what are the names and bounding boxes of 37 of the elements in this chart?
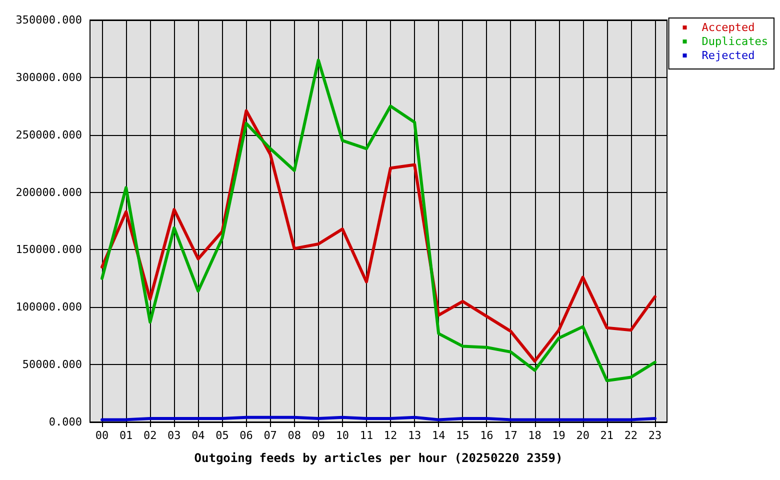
- x-tick-label: 09: [312, 429, 326, 442]
- x-tick-label: 20: [576, 429, 590, 442]
- x-tick-label: 00: [95, 429, 109, 442]
- x-tick-label: 15: [456, 429, 470, 442]
- legend-label: Rejected: [702, 49, 755, 62]
- x-tick-label: 18: [528, 429, 542, 442]
- x-tick-label: 11: [360, 429, 374, 442]
- x-tick-label: 21: [600, 429, 614, 442]
- y-tick-label: 0.000: [48, 416, 82, 428]
- x-tick-label: 06: [240, 429, 253, 442]
- x-tick-label: 19: [552, 429, 566, 442]
- x-tick-label: 23: [648, 429, 662, 442]
- x-tick-label: 12: [384, 429, 398, 442]
- legend-label: Duplicates: [702, 35, 768, 48]
- x-tick-label: 16: [480, 429, 494, 442]
- x-tick-label: 04: [192, 429, 206, 442]
- y-tick-label: 50000.000: [22, 358, 82, 372]
- x-tick-label: 08: [288, 429, 301, 442]
- x-tick-label: 10: [336, 429, 350, 442]
- y-tick-label: 100000.000: [16, 300, 82, 314]
- x-tick-label: 01: [119, 429, 133, 442]
- x-axis-title: Outgoing feeds by articles per hour (20250220 2359): [194, 451, 563, 465]
- x-tick-label: 02: [143, 429, 157, 442]
- y-tick-label: 200000.000: [16, 186, 82, 199]
- y-tick-label: 300000.000: [16, 70, 82, 84]
- x-tick-label: 07: [264, 429, 277, 442]
- x-tick-label: 17: [504, 429, 518, 442]
- y-tick-label: 350000.000: [16, 14, 82, 26]
- x-tick-label: 14: [432, 429, 446, 442]
- line-series: [100, 58, 656, 382]
- x-tick-label: 13: [408, 429, 422, 442]
- legend-label: Accepted: [702, 21, 755, 34]
- x-tick-label: 05: [216, 429, 229, 442]
- x-tick-label: 22: [624, 429, 638, 442]
- y-tick-label: 250000.000: [16, 128, 82, 142]
- y-tick-label: 150000.000: [16, 243, 82, 256]
- x-tick-label: 03: [168, 429, 181, 442]
